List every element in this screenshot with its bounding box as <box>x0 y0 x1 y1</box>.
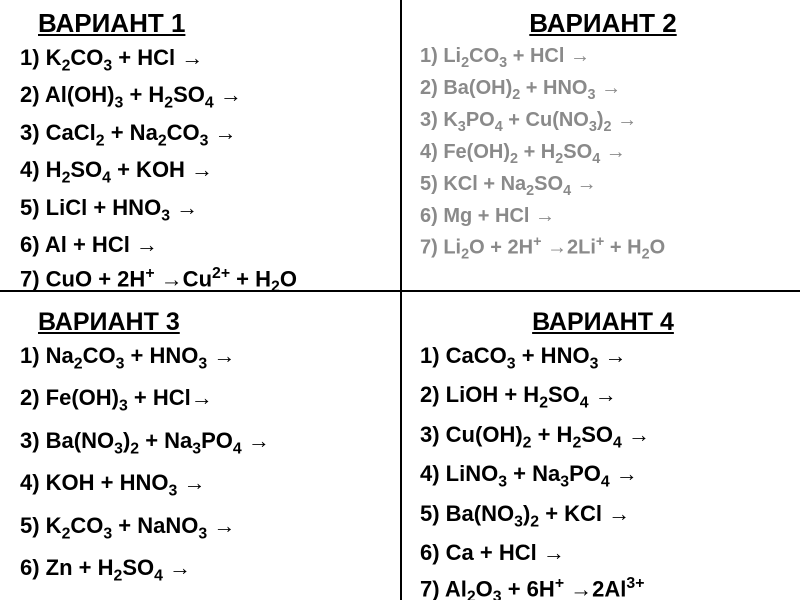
equation-line: 5) KCl + Na2SO4 → <box>420 173 786 199</box>
variant-2-title: ВАРИАНТ 2 <box>420 8 786 39</box>
equation-line: 2) Fe(OH)3 + HCl→ <box>20 385 386 415</box>
equation-line: 4) Fe(OH)2 + H2SO4 → <box>420 141 786 167</box>
equation-line: 5) K2CO3 + NaNO3 → <box>20 513 386 543</box>
variant-4-lines: 1) CaCO3 + HNO3 → 2) LiOH + H2SO4 → 3) Cu(… <box>420 343 786 600</box>
equation-line: 4) H2SO4 + KOH → <box>20 157 386 187</box>
equation-line: 6) Mg + HCl → <box>420 205 786 228</box>
variant-2-lines: 1) Li2CO3 + HCl → 2) Ba(OH)2 + HNO3 → 3) K… <box>420 45 786 263</box>
equation-line: 3) CaCl2 + Na2CO3 → <box>20 120 386 150</box>
variant-2: ВАРИАНТ 2 1) Li2CO3 + HCl → 2) Ba(OH)2 + … <box>400 0 800 300</box>
variant-3: ВАРИАНТ 3 1) Na2CO3 + HNO3 → 2) Fe(OH)3 +… <box>0 300 400 600</box>
variant-4-title: ВАРИАНТ 4 <box>420 308 786 337</box>
variant-4: ВАРИАНТ 4 1) CaCO3 + HNO3 → 2) LiOH + H2S… <box>400 300 800 600</box>
variant-1-lines: 1) K2CO3 + HCl → 2) Al(OH)3 + H2SO4 → 3) C… <box>20 45 386 297</box>
equation-line: 5) Ba(NO3)2 + KCl → <box>420 501 786 531</box>
variant-3-title: ВАРИАНТ 3 <box>38 308 386 337</box>
vertical-divider <box>400 0 402 600</box>
equation-line: 4) KOH + HNO3 → <box>20 470 386 500</box>
equation-line: 1) CaCO3 + HNO3 → <box>420 343 786 373</box>
equation-line: 7) Li2O + 2H+ →2Li+ + H2O <box>420 234 786 263</box>
equation-line: 4) LiNO3 + Na3PO4 → <box>420 461 786 491</box>
horizontal-divider <box>0 290 800 292</box>
equation-line: 1) K2CO3 + HCl → <box>20 45 386 75</box>
variant-3-lines: 1) Na2CO3 + HNO3 → 2) Fe(OH)3 + HCl→ 3) Ba… <box>20 343 386 585</box>
equation-line: 3) Cu(OH)2 + H2SO4 → <box>420 422 786 452</box>
equation-line: 1) Li2CO3 + HCl → <box>420 45 786 71</box>
equation-line: 6) Ca + HCl → <box>420 540 786 566</box>
equation-line: 2) Al(OH)3 + H2SO4 → <box>20 82 386 112</box>
equation-line: 3) Ba(NO3)2 + Na3PO4 → <box>20 428 386 458</box>
equation-line: 2) Ba(OH)2 + HNO3 → <box>420 77 786 103</box>
variant-1: ВАРИАНТ 1 1) K2CO3 + HCl → 2) Al(OH)3 + H… <box>0 0 400 300</box>
equation-line: 3) K3PO4 + Cu(NO3)2 → <box>420 109 786 135</box>
equation-line: 5) LiCl + HNO3 → <box>20 195 386 225</box>
equation-line: 6) Zn + H2SO4 → <box>20 555 386 585</box>
variant-1-title: ВАРИАНТ 1 <box>38 8 386 39</box>
equation-line: 7) Al2O3 + 6H+ →2Al3+ <box>420 575 786 600</box>
equation-line: 6) Al + HCl → <box>20 232 386 258</box>
equation-line: 2) LiOH + H2SO4 → <box>420 382 786 412</box>
equation-line: 1) Na2CO3 + HNO3 → <box>20 343 386 373</box>
